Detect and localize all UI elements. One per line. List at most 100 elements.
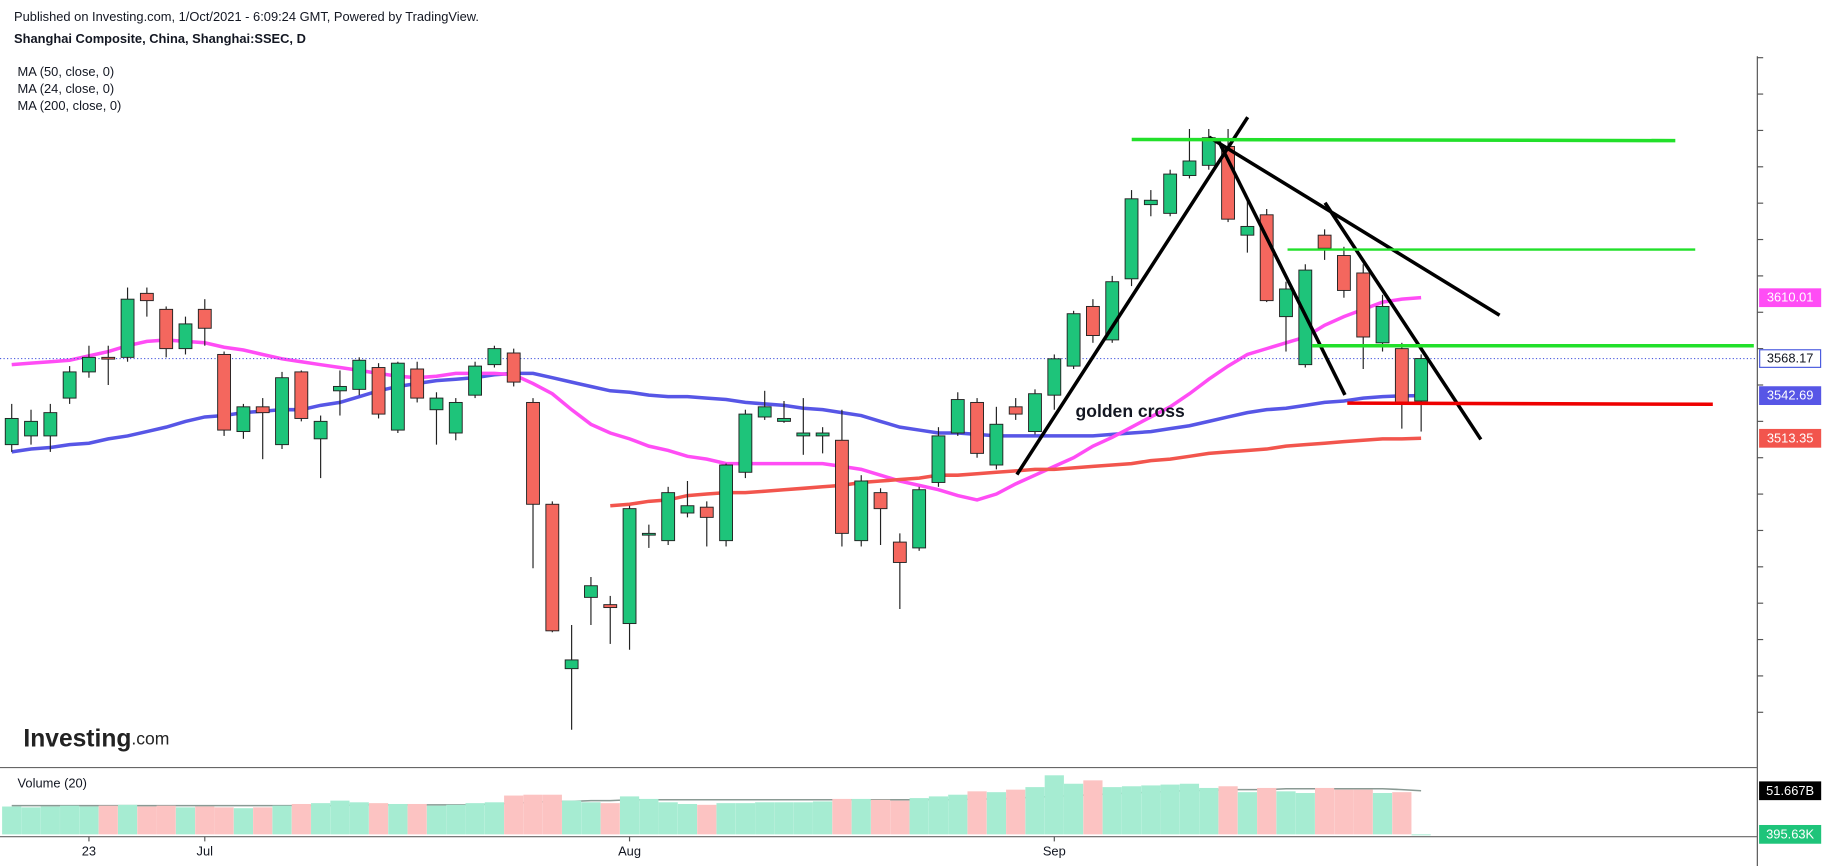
volume-bar [523, 794, 543, 835]
volume-bar [890, 800, 910, 835]
candle-body [526, 401, 540, 505]
volume-bar [1064, 783, 1084, 835]
candle-body [1086, 305, 1100, 337]
candle-body [333, 385, 347, 392]
candle-body [1317, 234, 1332, 249]
volume-bar [1083, 780, 1103, 835]
level-line [1347, 401, 1713, 407]
volume-bar [1121, 786, 1142, 835]
volume-bar [175, 807, 196, 835]
volume-bar [755, 802, 775, 835]
trend-line [1015, 116, 1250, 476]
volume-bar [349, 802, 369, 835]
candle-body [1008, 406, 1023, 415]
logo: Investing.com [23, 725, 169, 752]
volume-bar [1141, 785, 1161, 835]
legend-entry: MA (200, close, 0) [18, 98, 122, 113]
volume-bar [967, 791, 987, 835]
volume-bar [851, 798, 871, 835]
volume-bar [542, 794, 562, 835]
chart-title: Shanghai Composite, China, Shanghai:SSEC… [14, 31, 306, 46]
candle-body [931, 435, 946, 483]
candle-body [680, 505, 695, 514]
x-tick-label: 23 [82, 843, 96, 858]
candle-body [390, 362, 405, 431]
candle-body [275, 377, 289, 446]
volume-bar [426, 805, 447, 835]
volume-bar [1044, 775, 1064, 835]
logo-suffix: .com [131, 728, 169, 748]
candle-body [1337, 255, 1351, 291]
price-label: 3513.35 [1767, 430, 1814, 445]
volume-bar [832, 798, 852, 835]
price-label: 3610.01 [1767, 290, 1814, 305]
volume-bar [1199, 787, 1219, 835]
volume-bar [1392, 792, 1412, 835]
candle-body [178, 323, 193, 350]
candle-body [294, 371, 309, 419]
candle-body [506, 352, 521, 383]
volume-bar [1295, 793, 1315, 835]
x-tick-label: Aug [618, 843, 641, 858]
volume-bar [504, 795, 524, 835]
volume-bar [79, 806, 99, 835]
candle-body [217, 353, 232, 431]
volume-bar [1160, 784, 1180, 835]
candle-body [641, 532, 656, 536]
candle-body [738, 413, 753, 473]
candle-body [1356, 272, 1371, 338]
candle-body [1143, 199, 1158, 206]
volume-bar [214, 807, 234, 835]
volume-bar [928, 796, 949, 835]
candle-body [139, 292, 154, 302]
price-label-box [1759, 349, 1822, 368]
volume-bar [137, 806, 157, 835]
volume-bar [658, 802, 678, 835]
volume-bar [117, 804, 138, 835]
volume-bar [1372, 793, 1393, 835]
volume-bar [253, 807, 273, 835]
candle-body [159, 308, 174, 350]
volume-bar [1334, 789, 1354, 835]
publisher: Published on Investing.com, 1/Oct/2021 -… [14, 9, 479, 24]
volume-bar [98, 805, 118, 835]
candle-body [82, 356, 96, 373]
volume-bar [793, 802, 813, 835]
candle-body [892, 541, 907, 563]
volume-bar [1411, 834, 1431, 836]
candle-body [1028, 393, 1042, 433]
volume-bar [388, 803, 408, 835]
volume-bar [195, 806, 215, 835]
price-label-box [1759, 386, 1822, 406]
price-label-box [1759, 428, 1822, 448]
volume-bar [677, 803, 698, 835]
annotation: golden cross [1075, 401, 1185, 421]
candle-body [371, 367, 386, 415]
volume-bar [60, 805, 80, 835]
volume-bar [735, 803, 755, 835]
volume-bar [986, 792, 1006, 835]
volume-bar [600, 803, 620, 835]
candle-body [352, 359, 367, 390]
volume-bar [1257, 787, 1277, 835]
x-tick-label: Jul [197, 843, 213, 858]
candle-body [487, 348, 502, 366]
volume-bar [407, 803, 427, 835]
candle-body [1182, 160, 1197, 176]
candle-body [43, 412, 58, 437]
volume-bar [870, 799, 891, 835]
candle-body [1124, 198, 1139, 280]
volume-bar [1102, 787, 1122, 835]
logo-main: Investing [23, 725, 131, 752]
axis-labels: MA (50, close, 0) MA (24, close, 0) MA (20… [18, 57, 1822, 858]
price-label-box [1759, 824, 1822, 844]
volume-bar [156, 805, 176, 835]
volume-bar [233, 808, 254, 835]
candle-body [970, 401, 984, 454]
candle-body [448, 401, 463, 434]
price-label-box [1759, 781, 1822, 801]
candle-body [757, 406, 772, 418]
candle-body [24, 420, 38, 437]
candle-body [197, 308, 212, 329]
